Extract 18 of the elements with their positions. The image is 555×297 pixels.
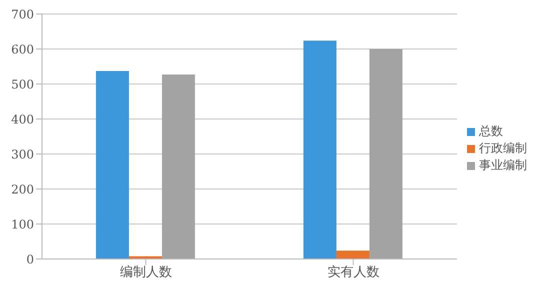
bar (162, 74, 195, 259)
bar (303, 40, 336, 259)
y-tick-label: 600 (11, 42, 34, 56)
y-tick-label: 500 (11, 77, 34, 92)
bar (336, 250, 370, 259)
x-tick-label: 实有人数 (327, 265, 380, 280)
legend-label: 行政编制 (479, 141, 527, 155)
bar (369, 49, 402, 259)
y-tick-label: 100 (11, 217, 34, 232)
x-tick-label: 编制人数 (120, 265, 172, 280)
legend-label: 总数 (479, 124, 503, 138)
y-tick-label: 300 (11, 147, 34, 162)
y-tick-label: 200 (11, 182, 34, 196)
y-tick-label: 700 (11, 7, 34, 22)
legend-label: 事业编制 (479, 158, 527, 172)
y-tick-label: 0 (26, 252, 34, 266)
y-tick-label: 400 (11, 112, 34, 126)
bar (96, 71, 129, 259)
